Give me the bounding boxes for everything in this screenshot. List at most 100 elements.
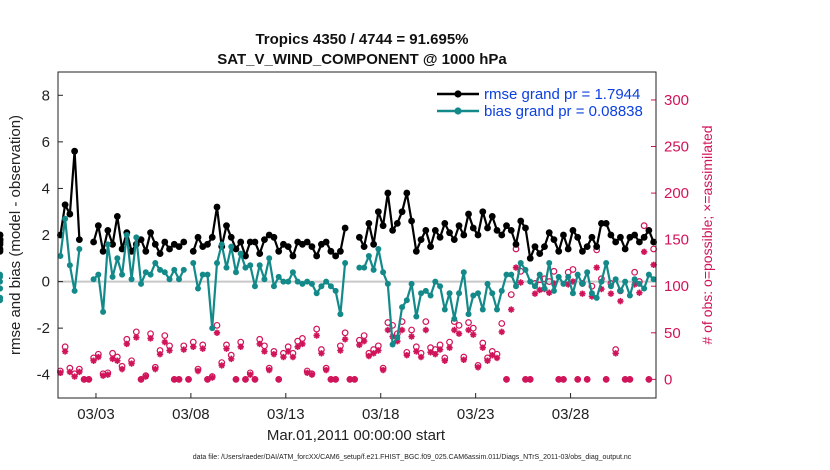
obs-assimilated-marker [631, 281, 638, 288]
y-right-tick-label: 300 [664, 92, 689, 109]
rmse-point [90, 238, 97, 246]
rmse-point [531, 243, 539, 251]
obs-possible-marker [341, 329, 349, 337]
obs-assimilated-marker [365, 352, 373, 360]
obs-assimilated-marker [555, 376, 562, 383]
rmse-point [104, 226, 112, 234]
bias-point [361, 264, 368, 271]
bias-point [631, 276, 638, 283]
bias-point [266, 255, 273, 262]
bias-point [285, 278, 292, 285]
obs-assimilated-marker [275, 376, 282, 383]
obs-possible-marker [389, 321, 396, 329]
rmse-point [602, 219, 610, 227]
obs-possible-marker [507, 291, 515, 299]
obs-possible-marker [498, 320, 506, 327]
obs-assimilated-marker [602, 376, 610, 383]
obs-assimilated-marker [351, 376, 358, 383]
obs-assimilated-marker [422, 326, 430, 334]
obs-assimilated-marker [284, 348, 292, 355]
bias-point [465, 311, 472, 318]
rmse-point [398, 208, 406, 216]
obs-assimilated-marker [574, 376, 581, 383]
rmse-point [465, 210, 472, 218]
bias-point [142, 269, 149, 276]
bias-point [66, 262, 73, 269]
obs-assimilated-marker [621, 376, 629, 383]
obs-assimilated-marker [57, 369, 64, 377]
rmse-point [151, 240, 159, 248]
obs-assimilated-marker [375, 347, 382, 354]
obs-possible-marker [213, 321, 221, 329]
bias-point [560, 280, 567, 287]
obs-assimilated-marker [612, 350, 619, 357]
rmse-point [560, 231, 567, 239]
y-tick-label: -4 [37, 367, 50, 384]
rmse-point [284, 243, 292, 251]
rmse-point [360, 243, 368, 251]
obs-assimilated-marker [180, 346, 187, 353]
rmse-point [574, 233, 582, 241]
obs-assimilated-marker [332, 376, 339, 383]
bias-point [0, 297, 3, 304]
rmse-point [242, 252, 249, 260]
obs-assimilated-marker [598, 285, 605, 293]
obs-assimilated-marker [640, 248, 648, 255]
rmse-point [109, 240, 116, 248]
obs-assimilated-marker [76, 368, 83, 376]
rmse-point [503, 222, 510, 230]
obs-assimilated-marker [251, 376, 259, 383]
obs-assimilated-marker [517, 279, 524, 286]
rmse-point [512, 240, 520, 248]
bias-point [418, 290, 425, 297]
legend-rmse-marker [454, 90, 462, 98]
obs-assimilated-marker [327, 376, 335, 383]
bias-point [176, 276, 183, 283]
bias-point [384, 280, 391, 287]
x-tick-label: 03/28 [552, 406, 590, 423]
series-layer [0, 147, 658, 348]
rmse-point [583, 243, 591, 251]
rmse-point [541, 243, 548, 251]
rmse-point [498, 231, 506, 239]
bias-point [147, 271, 154, 278]
obs-assimilated-marker [133, 334, 140, 341]
obs-assimilated-marker [446, 344, 453, 351]
bias-point [588, 290, 595, 297]
bias-point [422, 287, 429, 294]
rmse-point [374, 208, 382, 216]
obs-assimilated-marker [546, 289, 553, 296]
obs-assimilated-marker [508, 306, 515, 313]
bias-point [152, 259, 159, 266]
obs-assimilated-marker [522, 376, 529, 383]
bias-point [370, 266, 377, 273]
x-tick-label: 03/03 [77, 406, 115, 423]
legend-rmse-label: rmse grand pr = 1.7944 [484, 86, 640, 103]
rmse-point [341, 224, 349, 232]
y-right-tick-label: 150 [664, 232, 689, 249]
bias-point [242, 264, 249, 271]
obs-assimilated-marker [337, 347, 344, 354]
obs-possible-marker [455, 321, 463, 329]
obs-assimilated-marker [441, 357, 449, 364]
bias-point [76, 245, 83, 252]
obs-assimilated-marker [232, 376, 240, 383]
rmse-point [617, 233, 624, 241]
bias-point [270, 283, 277, 290]
rmse-point [189, 247, 197, 255]
obs-possible-marker [469, 324, 477, 332]
y-tick-label: -2 [37, 320, 50, 337]
obs-assimilated-marker [166, 347, 173, 354]
bias-point [494, 306, 501, 313]
rmse-point [517, 217, 525, 225]
bias-point [280, 278, 287, 285]
obs-assimilated-marker [147, 335, 154, 342]
y-tick-label: 4 [42, 180, 50, 197]
y-tick-label: 0 [42, 274, 50, 291]
bias-point [251, 283, 258, 290]
bias-point [607, 283, 614, 290]
bias-point [228, 243, 235, 250]
bias-point [289, 269, 296, 276]
obs-assimilated-marker [503, 376, 510, 383]
obs-assimilated-marker [85, 376, 93, 383]
